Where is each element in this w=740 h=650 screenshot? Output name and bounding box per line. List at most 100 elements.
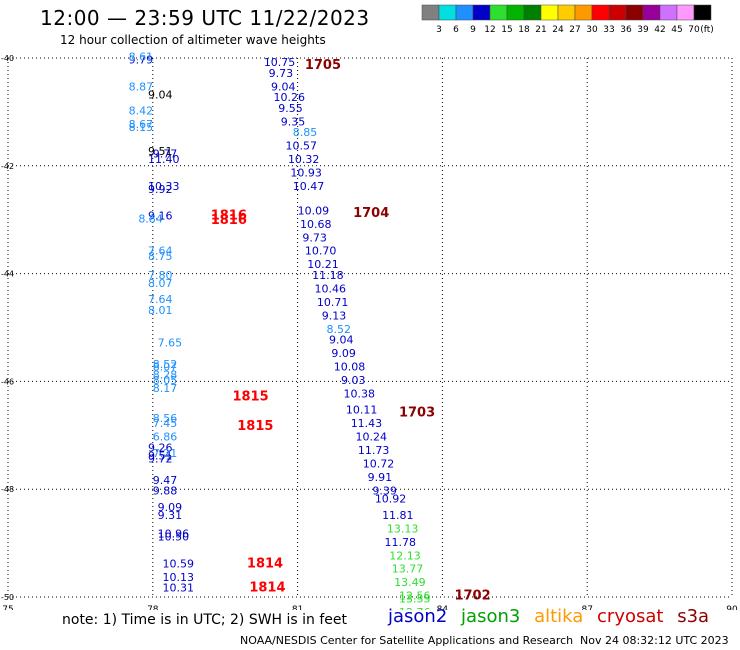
page-title: 12:00 — 23:59 UTC 11/22/2023 [40, 6, 370, 30]
data-point-label: 8.85 [293, 126, 318, 139]
data-point-label: 13.49 [394, 576, 426, 589]
data-point-label: 8.56 [153, 412, 178, 425]
data-point-label: 11.18 [312, 269, 344, 282]
legend-cryosat: cryosat [597, 606, 664, 627]
data-point-label: 13.13 [387, 522, 419, 535]
colorbar-label: 6 [453, 25, 459, 35]
data-point-label: 10.96 [158, 528, 190, 541]
data-point-label: 11.40 [148, 153, 180, 166]
data-point-label: 7.65 [158, 336, 183, 349]
colorbar-label: 45 [671, 25, 682, 35]
colorbar-label: 27 [569, 25, 580, 35]
pass-time-label: 1815 [237, 419, 273, 434]
data-point-label: 9.04 [148, 88, 173, 101]
y-tick-label: -46 [1, 377, 14, 386]
colorbar-label: 70 [688, 25, 700, 35]
data-point-label: 9.16 [148, 210, 173, 223]
data-point-label: 10.24 [356, 431, 388, 444]
data-point-label: 9.04 [271, 80, 296, 93]
y-tick-label: -44 [1, 270, 14, 279]
data-point-label: 10.59 [162, 557, 194, 570]
data-point-label: 8.84 [138, 212, 163, 225]
colorbar-label: 39 [637, 25, 649, 35]
data-point-label: 10.92 [375, 493, 407, 506]
data-point-label: 10.46 [314, 282, 346, 295]
x-tick-label: 81 [292, 605, 303, 610]
data-point-label: 9.26 [148, 441, 173, 454]
y-tick-label: -48 [1, 485, 14, 494]
colorbar-label: 36 [620, 25, 632, 35]
colorbar-label: 21 [535, 25, 546, 35]
x-tick-label: 78 [147, 605, 159, 610]
data-point-label: 9.39 [372, 485, 397, 498]
data-point-label: 11.73 [358, 444, 390, 457]
series: 9.799.7711.4010.339.929.169.269.519.729.… [129, 53, 416, 594]
data-point-label: 8.07 [148, 277, 173, 290]
y-tick-label: -50 [1, 593, 14, 602]
data-point-label: 10.21 [307, 258, 339, 271]
legend-altika: altika [534, 606, 584, 627]
data-point-label: 7.80 [148, 269, 173, 282]
data-point-label: 8.52 [327, 323, 352, 336]
data-point-label: 9.77 [153, 148, 178, 161]
pass-time-label: 1705 [305, 58, 341, 73]
data-point-label: 8.61 [129, 51, 154, 64]
x-tick-label: 84 [437, 605, 449, 610]
pass-time-label: 1814 [249, 581, 285, 596]
colorbar-label: 33 [603, 25, 614, 35]
pass-time-label: 1704 [353, 206, 389, 221]
colorbar-label: 3 [436, 25, 442, 35]
data-point-label: 11.78 [384, 536, 416, 549]
grid [7, 57, 733, 598]
data-point-label: 10.31 [162, 582, 194, 595]
data-point-label: 13.55 [399, 592, 431, 605]
data-point-label: 12.76 [399, 606, 431, 610]
page-subtitle: 12 hour collection of altimeter wave hei… [60, 33, 326, 47]
data-point-label: 10.26 [273, 91, 305, 104]
data-point-label: 11.43 [351, 417, 383, 430]
colorbar-label: 42 [654, 25, 665, 35]
data-point-label: 10.47 [293, 180, 325, 193]
data-point-label: 10.09 [298, 204, 330, 217]
data-point-label: 9.55 [278, 102, 303, 115]
data-point-label: 8.07 [153, 361, 178, 374]
data-point-label: 9.51 [148, 450, 173, 463]
data-point-label: 10.70 [305, 245, 337, 258]
series: 9.51 9.04 [148, 88, 173, 158]
data-point-label: 9.51 [148, 145, 173, 158]
data-point-label: 12.13 [389, 549, 421, 562]
data-point-label: 7.21 [153, 447, 178, 460]
satellite-legend: jason2 jason3 altika cryosat s3a [388, 606, 717, 627]
data-point-label: 10.75 [264, 56, 296, 69]
data-point-label: 7.64 [148, 293, 173, 306]
data-point-label: 8.67 [129, 118, 154, 131]
color-scale-bar: 3 6 9 12 15 18 21 24 27 30 33 36 39 42 45 70 (ft) [421, 4, 714, 35]
data-point-label: 12.56 [399, 590, 431, 603]
data-point-label: 9.88 [153, 485, 178, 498]
data-point-label: 10.13 [162, 571, 194, 584]
colorbar-label: 30 [586, 25, 598, 35]
data-point-label: 8.05 [153, 374, 178, 387]
data-point-label: 8.15 [129, 121, 154, 134]
colorbar-swatch [693, 4, 712, 21]
x-tick-label: 90 [726, 605, 738, 610]
data-point-label: 9.91 [368, 471, 393, 484]
colorbar-label: 24 [552, 25, 564, 35]
series: 8.618.878.428.678.158.847.648.757.808.07… [129, 51, 351, 460]
data-point-label: 9.72 [148, 452, 173, 465]
data-point-label: 8.42 [129, 105, 154, 118]
data-point-label: 10.33 [148, 180, 180, 193]
data-point-label: 9.04 [329, 334, 354, 347]
colorbar-label: 12 [484, 25, 495, 35]
data-point-label: 10.93 [290, 167, 322, 180]
data-point-label: 9.79 [129, 53, 154, 66]
data-point-label: 11.81 [382, 509, 414, 522]
legend-jason3: jason3 [461, 606, 521, 627]
data-point-label: 9.73 [302, 231, 327, 244]
wave-height-chart: 75 78 81 84 87 90-40-42-44-46-48-509.519.049.… [1, 51, 738, 610]
data-point-label: 9.92 [148, 183, 173, 196]
data-point-label: 7.64 [148, 245, 173, 258]
data-point-label: 6.86 [153, 431, 178, 444]
